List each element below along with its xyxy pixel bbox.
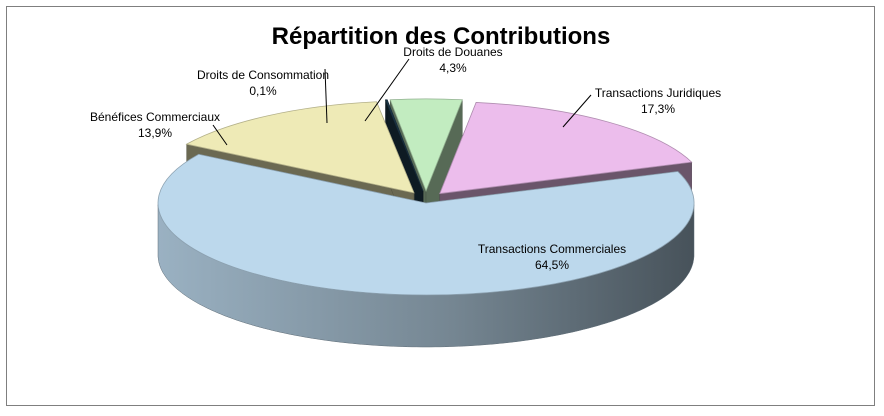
slice-label-droits-de-douanes: Droits de Douanes bbox=[403, 45, 502, 59]
pie-slice-top bbox=[384, 99, 424, 192]
leader-line-droits-de-douanes bbox=[364, 58, 410, 122]
leader-line-droits-de-consommation bbox=[324, 68, 328, 124]
leader-lines bbox=[212, 58, 592, 146]
chart-frame: Répartition des Contributions Transactio… bbox=[6, 6, 875, 406]
pie-slice-top bbox=[157, 153, 695, 296]
pie-slices bbox=[157, 98, 695, 348]
slice-value-transactions-commerciales: 64,5% bbox=[535, 258, 569, 272]
pie-chart: Répartition des Contributions Transactio… bbox=[90, 23, 721, 348]
chart-title: Répartition des Contributions bbox=[272, 23, 611, 50]
slice-value-b-n-fices-commerciaux: 13,9% bbox=[138, 126, 172, 140]
leader-line-b-n-fices-commerciaux bbox=[212, 124, 228, 146]
pie-slice-top bbox=[185, 101, 415, 194]
pie-slice-top bbox=[389, 98, 463, 192]
pie-slice-top bbox=[439, 102, 693, 195]
slice-label-transactions-commerciales: Transactions Commerciales bbox=[478, 242, 626, 256]
pie-slice-transactions-commerciales bbox=[157, 153, 695, 348]
slice-value-droits-de-douanes: 4,3% bbox=[439, 61, 467, 75]
slice-value-droits-de-consommation: 0,1% bbox=[249, 84, 277, 98]
slice-labels: Transactions Commerciales 64,5% Bénéfices … bbox=[90, 45, 721, 272]
slice-value-transactions-juridiques: 17,3% bbox=[641, 102, 675, 116]
slice-label-droits-de-consommation: Droits de Consommation bbox=[197, 68, 329, 82]
slice-label-transactions-juridiques: Transactions Juridiques bbox=[595, 86, 721, 100]
slice-label-b-n-fices-commerciaux: Bénéfices Commerciaux bbox=[90, 110, 220, 124]
leader-line-transactions-juridiques bbox=[562, 94, 592, 128]
